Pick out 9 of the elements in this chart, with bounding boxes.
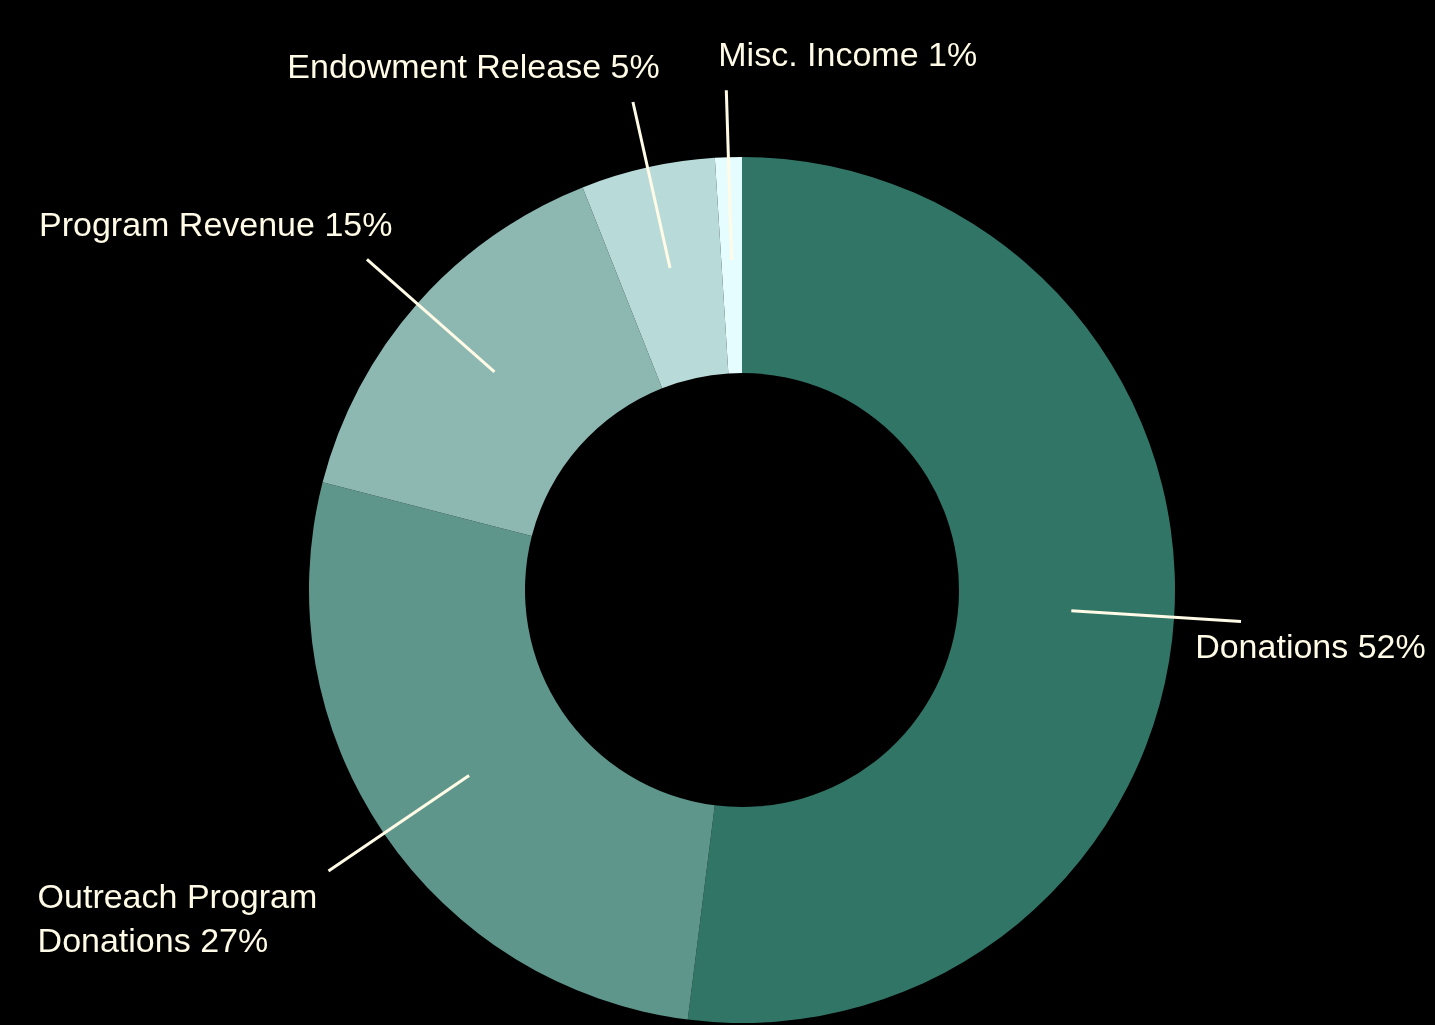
donut-slice	[687, 157, 1175, 1023]
slice-label: Misc. Income 1%	[718, 35, 978, 74]
slice-label: Endowment Release 5%	[287, 47, 660, 86]
donut-slice	[582, 157, 729, 389]
slice-label: Program Revenue 15%	[39, 204, 393, 243]
donut-slice	[714, 157, 742, 374]
slice-label: Outreach Program Donations 27%	[37, 877, 318, 960]
slice-label: Donations 52%	[1195, 627, 1426, 666]
donut-slice	[322, 187, 663, 537]
